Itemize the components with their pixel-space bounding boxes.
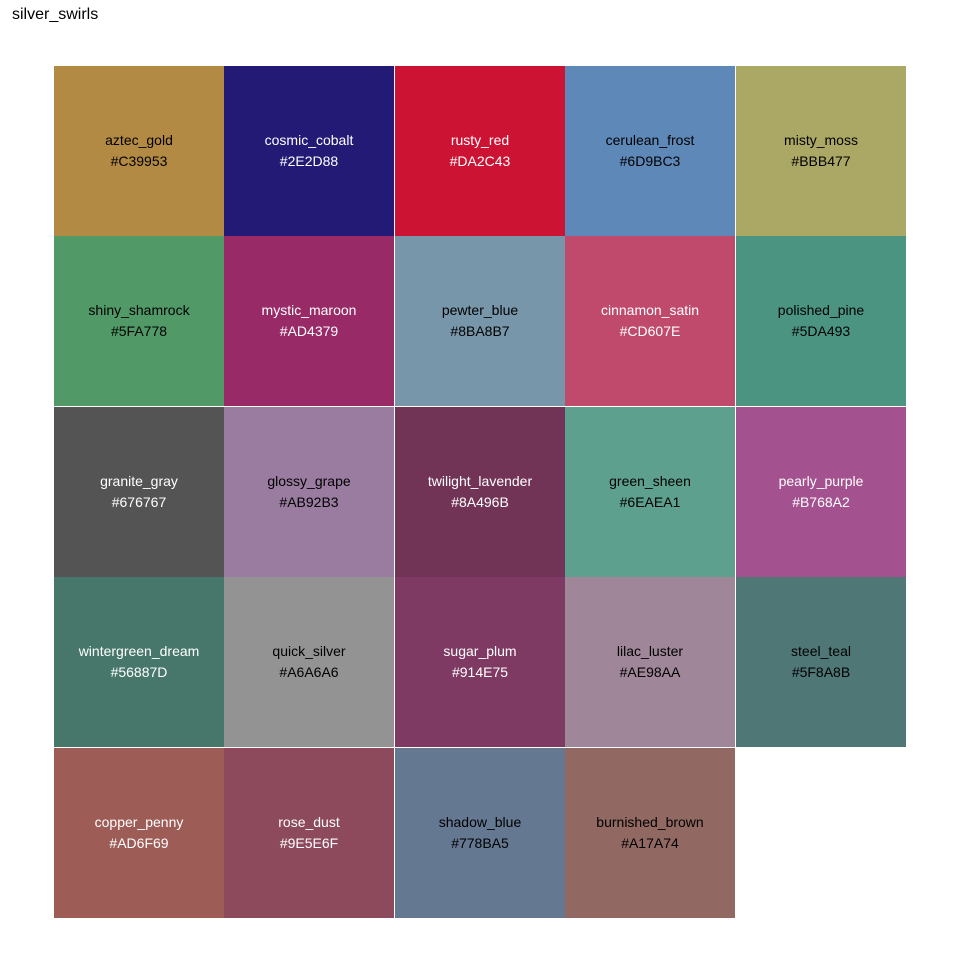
swatch-name-label: quick_silver	[272, 643, 346, 659]
swatch-hex-label: #6D9BC3	[619, 153, 681, 169]
swatch-name-label: rusty_red	[450, 132, 510, 148]
swatch-hex-label: #914E75	[451, 664, 509, 680]
swatch-hex-label: #778BA5	[451, 835, 509, 851]
swatch-hex-label: #8BA8B7	[450, 323, 510, 339]
swatch-hex-label: #C39953	[110, 153, 168, 169]
swatch-name-label: mystic_maroon	[261, 302, 357, 318]
swatch-name-label: twilight_lavender	[427, 473, 533, 489]
swatch-hex-label: #5FA778	[110, 323, 168, 339]
swatch-hex-label: #AE98AA	[619, 664, 681, 680]
swatch-shadow-blue: shadow_blue #778BA5	[395, 748, 565, 918]
swatch-name-label: glossy_grape	[267, 473, 351, 489]
swatch-hex-label: #AD4379	[279, 323, 339, 339]
page-title: silver_swirls	[12, 6, 99, 23]
swatch-name-label: granite_gray	[100, 473, 178, 489]
swatch-hex-label: #A17A74	[621, 835, 679, 851]
swatch-hex-label: #B768A2	[792, 494, 850, 510]
swatch-name-label: wintergreen_dream	[78, 643, 200, 659]
swatch-hex-label: #5F8A8B	[791, 664, 851, 680]
swatch-name-label: pearly_purple	[778, 473, 864, 489]
swatch-name-label: steel_teal	[791, 643, 851, 659]
swatch-hex-label: #676767	[111, 494, 167, 510]
swatch-hex-label: #6EAEA1	[619, 494, 681, 510]
swatch-steel-teal: steel_teal #5F8A8B	[736, 577, 906, 747]
swatch-burnished-brown: burnished_brown #A17A74	[565, 748, 735, 918]
swatch-granite-gray: granite_gray #676767	[54, 407, 224, 577]
swatch-hex-label: #AD6F69	[109, 835, 169, 851]
swatch-name-label: green_sheen	[609, 473, 691, 489]
swatch-hex-label: #CD607E	[619, 323, 681, 339]
swatch-pearly-purple: pearly_purple #B768A2	[736, 407, 906, 577]
swatch-copper-penny: copper_penny #AD6F69	[54, 748, 224, 918]
swatch-twilight-lavender: twilight_lavender #8A496B	[395, 407, 565, 577]
swatch-name-label: shiny_shamrock	[88, 302, 190, 318]
swatch-green-sheen: green_sheen #6EAEA1	[565, 407, 735, 577]
swatch-name-label: cerulean_frost	[605, 132, 695, 148]
swatch-name-label: rose_dust	[278, 814, 340, 830]
swatch-name-label: copper_penny	[94, 814, 184, 830]
swatch-polished-pine: polished_pine #5DA493	[736, 236, 906, 406]
swatch-hex-label: #BBB477	[791, 153, 851, 169]
swatch-pewter-blue: pewter_blue #8BA8B7	[395, 236, 565, 406]
swatch-cosmic-cobalt: cosmic_cobalt #2E2D88	[224, 66, 394, 236]
swatch-grid: aztec_gold #C39953 cosmic_cobalt #2E2D88 rus…	[54, 66, 906, 918]
swatch-name-label: burnished_brown	[596, 814, 704, 830]
swatch-shiny-shamrock: shiny_shamrock #5FA778	[54, 236, 224, 406]
swatch-glossy-grape: glossy_grape #AB92B3	[224, 407, 394, 577]
swatch-hex-label: #2E2D88	[279, 153, 339, 169]
swatch-name-label: misty_moss	[784, 132, 858, 148]
swatch-hex-label: #8A496B	[451, 494, 509, 510]
swatch-rusty-red: rusty_red #DA2C43	[395, 66, 565, 236]
swatch-name-label: cosmic_cobalt	[264, 132, 354, 148]
swatch-name-label: polished_pine	[777, 302, 865, 318]
swatch-name-label: sugar_plum	[443, 643, 517, 659]
swatch-cinnamon-satin: cinnamon_satin #CD607E	[565, 236, 735, 406]
swatch-name-label: shadow_blue	[438, 814, 522, 830]
swatch-hex-label: #A6A6A6	[279, 664, 339, 680]
swatch-aztec-gold: aztec_gold #C39953	[54, 66, 224, 236]
swatch-wintergreen-dream: wintergreen_dream #56887D	[54, 577, 224, 747]
swatch-quick-silver: quick_silver #A6A6A6	[224, 577, 394, 747]
swatch-cerulean-frost: cerulean_frost #6D9BC3	[565, 66, 735, 236]
swatch-hex-label: #DA2C43	[449, 153, 511, 169]
swatch-name-label: aztec_gold	[105, 132, 173, 148]
swatch-hex-label: #5DA493	[791, 323, 851, 339]
swatch-name-label: pewter_blue	[441, 302, 519, 318]
swatch-name-label: cinnamon_satin	[600, 302, 700, 318]
swatch-hex-label: #9E5E6F	[279, 835, 339, 851]
swatch-lilac-luster: lilac_luster #AE98AA	[565, 577, 735, 747]
swatch-rose-dust: rose_dust #9E5E6F	[224, 748, 394, 918]
swatch-hex-label: #56887D	[110, 664, 168, 680]
swatch-name-label: lilac_luster	[616, 643, 684, 659]
swatch-mystic-maroon: mystic_maroon #AD4379	[224, 236, 394, 406]
swatch-misty-moss: misty_moss #BBB477	[736, 66, 906, 236]
swatch-hex-label: #AB92B3	[279, 494, 339, 510]
swatch-sugar-plum: sugar_plum #914E75	[395, 577, 565, 747]
